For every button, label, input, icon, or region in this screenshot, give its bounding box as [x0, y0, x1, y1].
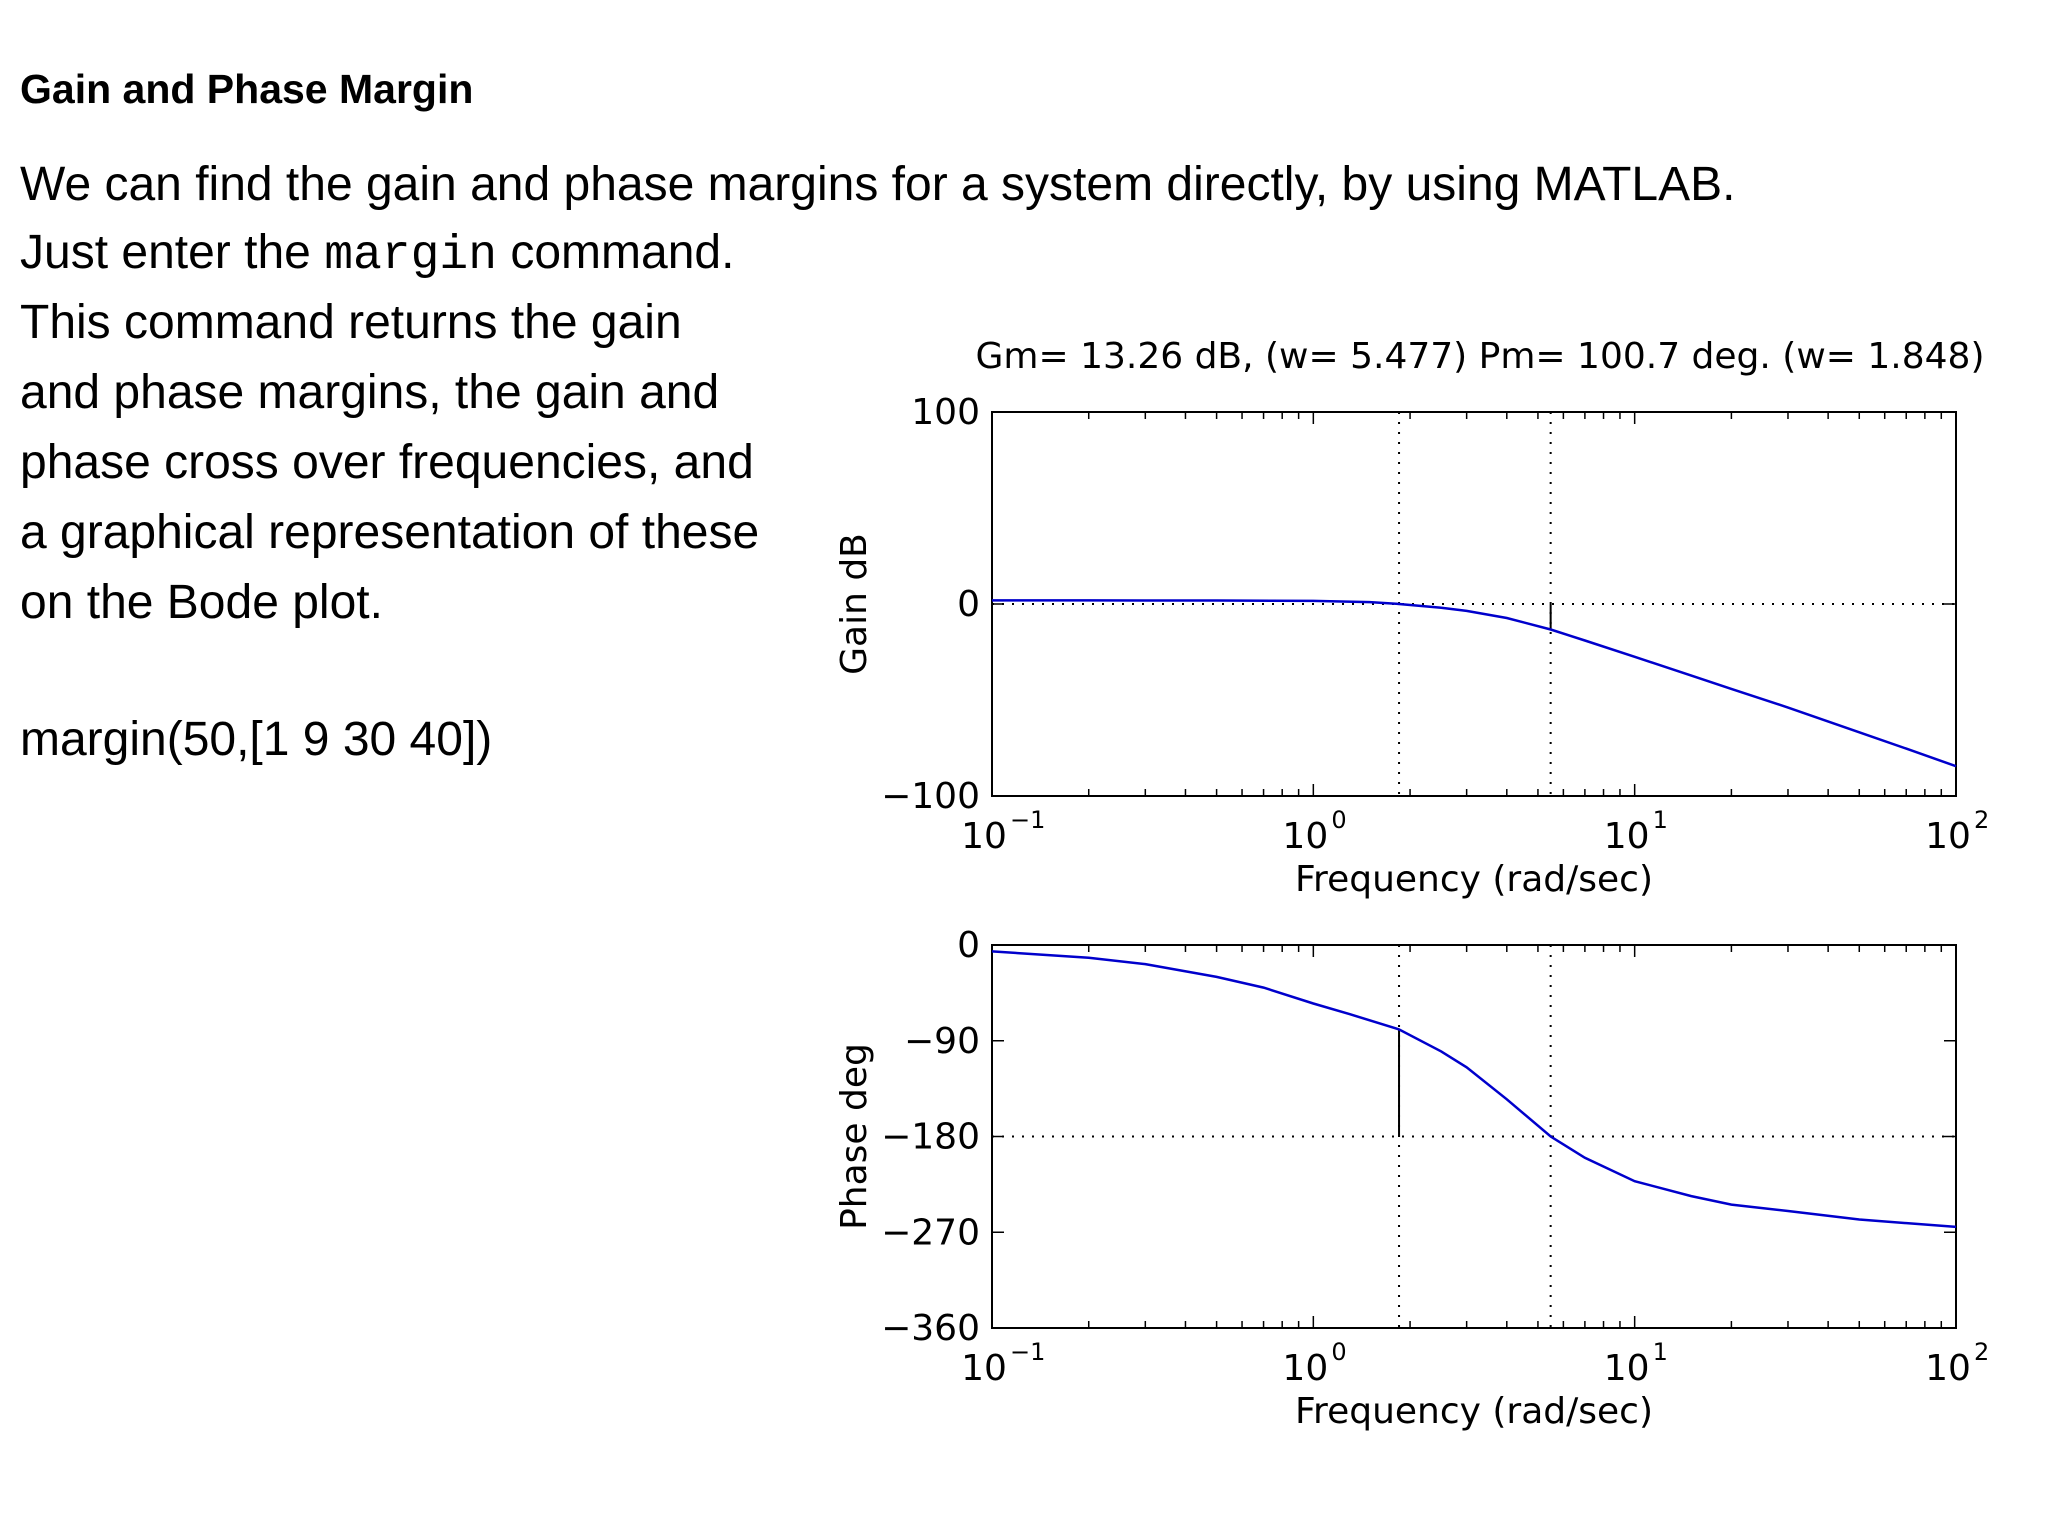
y-axis-label: Phase deg: [834, 1043, 875, 1230]
x-tick-label: 10: [1925, 1348, 1971, 1389]
description-line-4: a graphical representation of these: [20, 506, 760, 559]
response-curve: [991, 950, 1957, 1229]
command-name: margin: [324, 229, 498, 283]
x-tick-exponent: 2: [1974, 806, 1989, 834]
x-tick-exponent: 0: [1331, 1338, 1346, 1366]
x-tick-label: 10: [961, 1348, 1007, 1389]
instruction-pre: Just enter the: [20, 226, 311, 279]
description-line-5: on the Bode plot.: [20, 576, 383, 629]
instruction-line: Just enter the margin command.: [20, 218, 734, 291]
description-line-1: This command returns the gain: [20, 296, 682, 349]
description-line-3: phase cross over frequencies, and: [20, 436, 754, 489]
description-line-2: and phase margins, the gain and: [20, 366, 720, 419]
x-tick-exponent: 2: [1974, 1338, 1989, 1366]
y-tick-label: −180: [881, 1117, 980, 1158]
y-tick-label: −100: [881, 776, 980, 817]
y-tick-label: −90: [904, 1021, 980, 1062]
x-tick-exponent: −1: [1010, 1338, 1045, 1366]
plot-title: Gm= 13.26 dB, (w= 5.477) Pm= 100.7 deg. …: [976, 336, 1985, 377]
x-tick-label: 10: [961, 816, 1007, 857]
y-tick-label: 0: [957, 584, 980, 625]
slide-title: Gain and Phase Margin: [20, 66, 474, 112]
intro-line: We can find the gain and phase margins f…: [20, 158, 1736, 211]
code-example: margin(50,[1 9 30 40]): [20, 713, 493, 766]
instruction-post: command.: [510, 226, 735, 279]
x-tick-exponent: 0: [1331, 806, 1346, 834]
x-tick-exponent: 1: [1653, 1338, 1668, 1366]
x-tick-label: 10: [1925, 816, 1971, 857]
y-tick-label: 0: [957, 925, 980, 966]
y-tick-label: −360: [881, 1308, 980, 1349]
x-axis-label: Frequency (rad/sec): [1295, 1391, 1653, 1432]
x-tick-label: 10: [1604, 816, 1650, 857]
x-tick-label: 10: [1282, 816, 1328, 857]
x-tick-exponent: −1: [1010, 806, 1045, 834]
response-curve: [992, 599, 1957, 768]
x-tick-exponent: 1: [1653, 806, 1668, 834]
y-tick-label: −270: [881, 1212, 980, 1253]
x-tick-label: 10: [1282, 1348, 1328, 1389]
y-axis-label: Gain dB: [834, 533, 875, 675]
x-axis-label: Frequency (rad/sec): [1295, 859, 1653, 900]
y-tick-label: 100: [911, 392, 980, 433]
x-tick-label: 10: [1604, 1348, 1650, 1389]
